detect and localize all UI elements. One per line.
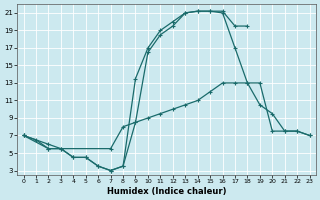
X-axis label: Humidex (Indice chaleur): Humidex (Indice chaleur) (107, 187, 226, 196)
